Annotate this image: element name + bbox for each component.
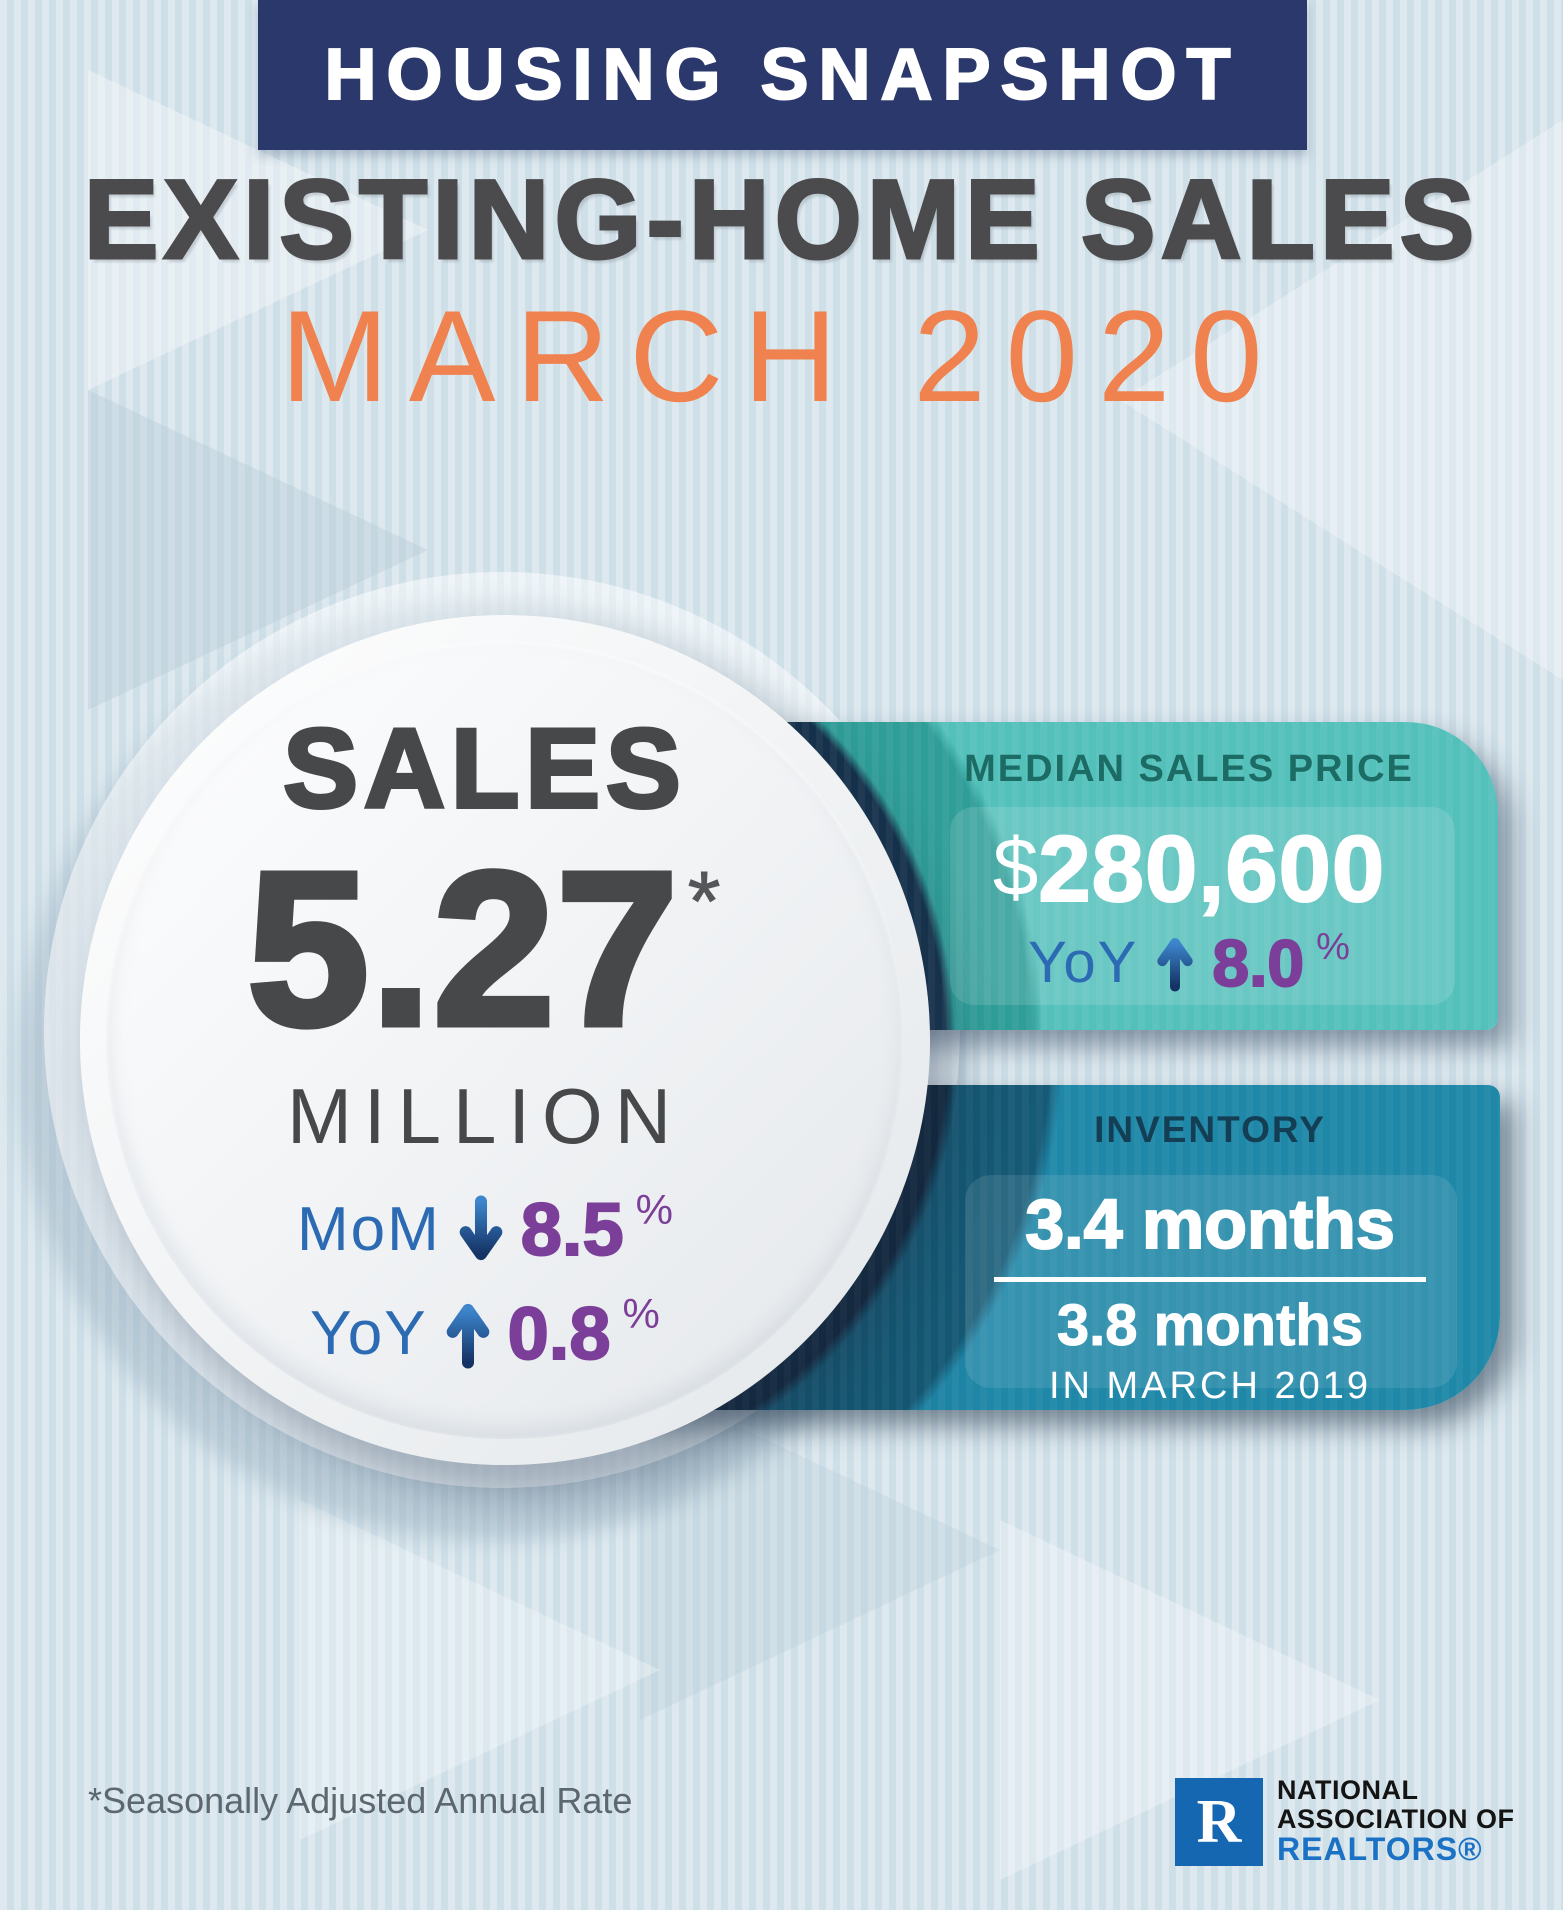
yoy-row: YoY 0.8 % bbox=[60, 1292, 910, 1375]
median-yoy-row: YoY 8.0 % bbox=[920, 926, 1458, 1000]
inventory-current-value: 3.4 months bbox=[1024, 1185, 1396, 1263]
inventory-content: INVENTORY 3.4 months 3.8 months IN MARCH… bbox=[950, 1085, 1470, 1410]
median-price-value: $280,600 bbox=[920, 821, 1458, 917]
currency-symbol: $ bbox=[992, 822, 1039, 913]
price-amount: 280,600 bbox=[1037, 816, 1386, 921]
banner: HOUSING SNAPSHOT bbox=[258, 0, 1307, 150]
median-header: MEDIAN SALES PRICE bbox=[964, 748, 1414, 790]
nar-line2: ASSOCIATION OF bbox=[1277, 1803, 1515, 1834]
mom-value: 8.5 bbox=[520, 1188, 625, 1271]
percent-sign: % bbox=[635, 1186, 673, 1233]
yoy-label: YoY bbox=[310, 1299, 428, 1368]
arrow-up-icon bbox=[446, 1303, 489, 1369]
page-title: EXISTING-HOME SALES bbox=[82, 156, 1480, 284]
arrow-up-icon bbox=[1157, 938, 1194, 992]
sales-circle-inner bbox=[106, 641, 904, 1439]
arrow-down-icon bbox=[459, 1195, 503, 1261]
percent-sign: % bbox=[1316, 926, 1350, 968]
sales-value: 5.27* bbox=[60, 837, 910, 1062]
banner-title: HOUSING SNAPSHOT bbox=[323, 34, 1241, 116]
percent-sign: % bbox=[622, 1290, 660, 1337]
sales-circle: SALES 5.27* MILLION MoM 8.5 % YoY bbox=[80, 615, 930, 1465]
sales-number: 5.27 bbox=[244, 828, 681, 1071]
svg-text:R: R bbox=[1197, 1788, 1243, 1856]
nar-logo: R NATIONAL ASSOCIATION OF REALTORS® bbox=[1175, 1776, 1515, 1867]
sales-unit: MILLION bbox=[286, 1072, 684, 1160]
realtor-r-icon: R bbox=[1175, 1777, 1263, 1866]
footnote: *Seasonally Adjusted Annual Rate bbox=[88, 1780, 633, 1821]
report-period: MARCH 2020 bbox=[280, 283, 1283, 429]
sales-label: SALES bbox=[281, 706, 687, 831]
yoy-label: YoY bbox=[1028, 930, 1139, 995]
inventory-divider bbox=[994, 1277, 1426, 1282]
median-content: MEDIAN SALES PRICE $280,600 YoY 8.0 % bbox=[920, 722, 1458, 1030]
nar-logo-mark-icon: R bbox=[1175, 1777, 1263, 1866]
inventory-previous-caption: IN MARCH 2019 bbox=[1049, 1365, 1371, 1407]
nar-logo-text: NATIONAL ASSOCIATION OF REALTORS® bbox=[1277, 1776, 1515, 1867]
inventory-header: INVENTORY bbox=[1094, 1109, 1326, 1150]
inventory-previous-value: 3.8 months bbox=[1056, 1293, 1364, 1358]
yoy-value: 8.0 bbox=[1211, 926, 1305, 1000]
footnote-marker: * bbox=[687, 854, 723, 948]
median-inner-panel bbox=[950, 807, 1455, 1005]
mom-label: MoM bbox=[296, 1195, 441, 1264]
nar-line3: REALTORS® bbox=[1277, 1831, 1483, 1868]
mom-row: MoM 8.5 % bbox=[60, 1188, 910, 1271]
yoy-value: 0.8 bbox=[507, 1292, 612, 1375]
nar-line1: NATIONAL bbox=[1277, 1775, 1419, 1805]
